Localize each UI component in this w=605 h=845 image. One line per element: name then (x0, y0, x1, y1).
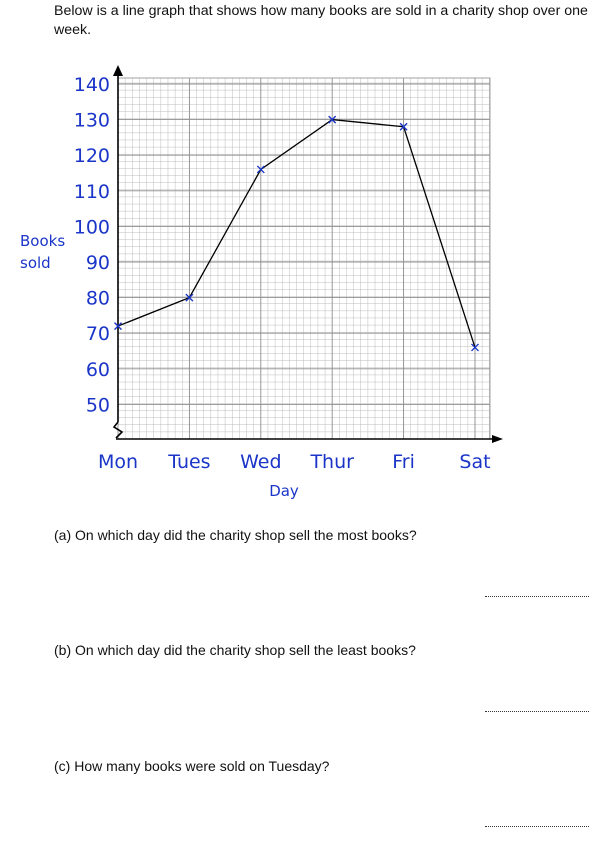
y-tick-label: 100 (74, 216, 110, 238)
y-tick-label: 90 (86, 252, 110, 274)
data-point-tues (185, 293, 194, 302)
data-point-fri (399, 122, 408, 131)
data-point-wed (256, 165, 265, 174)
x-tick-label: Wed (240, 451, 281, 473)
y-tick-label: 130 (74, 110, 110, 132)
grid-major (117, 78, 490, 439)
question-a: (a) On which day did the charity shop se… (54, 527, 417, 543)
data-point-sat (471, 343, 479, 352)
x-tick-label: Thur (309, 451, 354, 473)
y-tick-label: 110 (74, 181, 110, 203)
data-point-thur (328, 115, 337, 124)
grid-minor (117, 78, 490, 440)
y-tick-label: 120 (74, 145, 110, 167)
y-tick-label: 60 (86, 359, 110, 381)
answer-line-b (485, 711, 589, 712)
x-tick-label: Sat (459, 451, 490, 473)
answer-line-a (485, 596, 589, 597)
question-b: (b) On which day did the charity shop se… (54, 642, 416, 658)
y-tick-label: 140 (74, 74, 110, 96)
line-chart: 50 60 70 80 90 100 110 120 130 140 Mon Tues Wed Thur F… (20, 65, 503, 500)
x-tick-label: Tues (167, 451, 210, 473)
y-axis-title-line: sold (20, 254, 51, 272)
y-tick-label: 80 (86, 288, 110, 310)
x-axis-arrow (492, 435, 503, 443)
data-point-mon (114, 322, 122, 331)
x-tick-label: Fri (392, 451, 415, 473)
axis-break (112, 421, 124, 439)
y-tick-label: 70 (86, 323, 110, 345)
series-line (117, 118, 476, 348)
y-axis-title: Books sold (20, 232, 65, 272)
intro-text: Below is a line graph that shows how man… (54, 3, 588, 38)
grid-border (117, 77, 491, 440)
y-axis-arrow (113, 65, 123, 76)
question-c: (c) How many books were sold on Tuesday? (54, 758, 330, 774)
x-tick-label: Mon (98, 451, 138, 473)
y-axis-title-line: Books (20, 232, 65, 250)
answer-line-c (485, 826, 589, 827)
y-tick-label: 50 (86, 394, 110, 416)
x-axis-title: Day (269, 482, 299, 500)
